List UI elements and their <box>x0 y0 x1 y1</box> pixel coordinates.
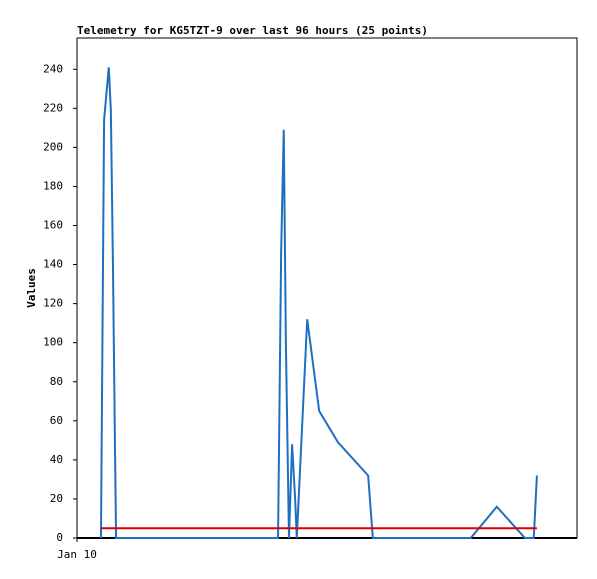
y-tick-label: 180 <box>43 179 63 192</box>
y-tick-label: 220 <box>43 101 63 114</box>
y-tick-label: 100 <box>43 336 63 349</box>
y-tick-label: 160 <box>43 219 63 232</box>
y-tick-label: 60 <box>50 414 63 427</box>
plot-frame <box>76 37 578 539</box>
y-tick-label: 120 <box>43 297 63 310</box>
y-tick-label: 0 <box>56 531 63 544</box>
y-tick-label: 80 <box>50 375 63 388</box>
y-tick-label: 140 <box>43 258 63 271</box>
y-axis-label: Values <box>25 268 38 308</box>
series-line <box>99 67 538 539</box>
x-tick-label: Jan 10 <box>57 548 97 561</box>
chart-title: Telemetry for KG5TZT-9 over last 96 hour… <box>77 24 428 37</box>
y-tick-label: 200 <box>43 140 63 153</box>
y-tick-label: 240 <box>43 62 63 75</box>
y-tick-label: 20 <box>50 492 63 505</box>
y-tick-label: 40 <box>50 453 63 466</box>
